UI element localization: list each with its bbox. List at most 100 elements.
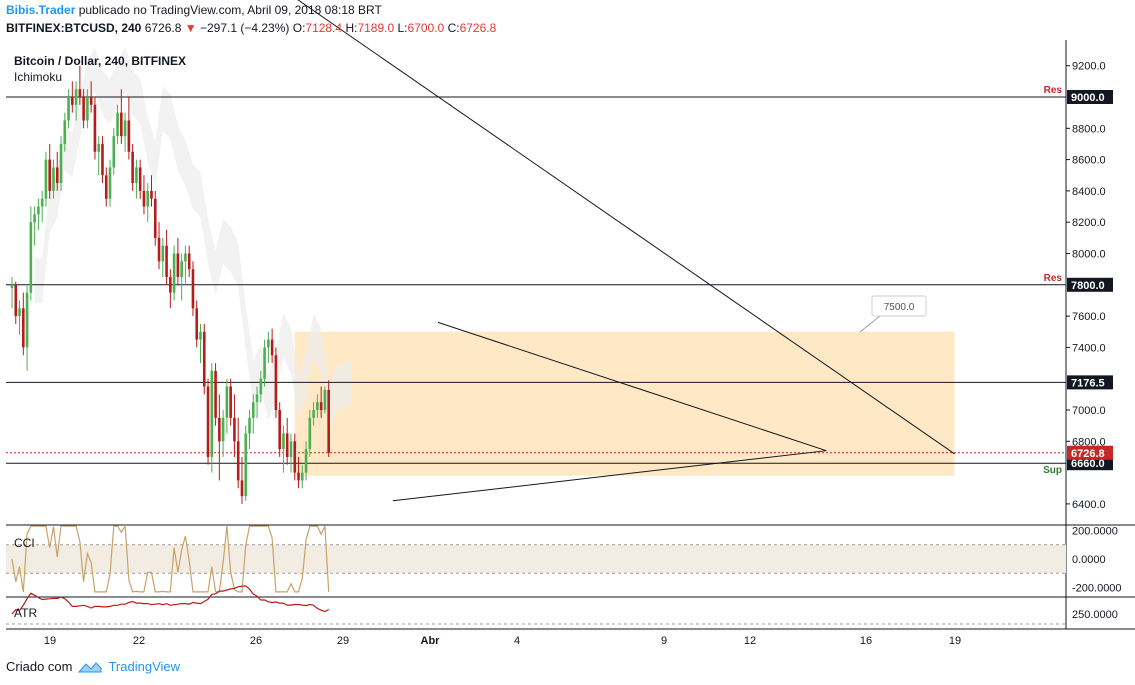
candle[interactable] [101, 136, 104, 184]
candle[interactable] [293, 433, 297, 481]
candle[interactable] [263, 339, 266, 387]
candle[interactable] [240, 456, 244, 504]
tradingview-brand[interactable]: TradingView [108, 659, 181, 674]
trendline[interactable] [437, 321, 827, 452]
level-price-text: 7800.0 [1071, 280, 1105, 292]
symbol-name[interactable]: BITFINEX:BTCUSD, 240 [6, 21, 142, 35]
candle[interactable] [255, 386, 259, 418]
author-link[interactable]: Bibis.Trader [6, 3, 76, 17]
candle[interactable] [316, 394, 319, 418]
candle[interactable] [33, 206, 36, 246]
candle[interactable] [319, 386, 323, 418]
candle[interactable] [191, 261, 195, 317]
consolidation-zone[interactable] [294, 331, 955, 476]
candle[interactable] [259, 370, 263, 403]
candle[interactable] [244, 425, 248, 501]
candle[interactable] [289, 433, 293, 473]
candle[interactable] [195, 300, 199, 348]
candle[interactable] [202, 323, 206, 395]
atr-label[interactable]: ATR [14, 606, 38, 620]
candle[interactable] [138, 159, 142, 199]
candle[interactable] [135, 159, 138, 199]
candle[interactable] [282, 425, 285, 473]
candle[interactable] [187, 245, 191, 277]
candle[interactable] [214, 363, 217, 426]
candle[interactable] [297, 456, 300, 489]
candle[interactable] [44, 151, 48, 207]
candle[interactable] [218, 394, 221, 481]
candle[interactable] [184, 245, 187, 285]
candle[interactable] [274, 347, 278, 418]
trendline[interactable] [392, 450, 827, 502]
candle[interactable] [71, 81, 74, 113]
candle[interactable] [37, 198, 40, 231]
candle[interactable] [78, 65, 82, 105]
candle[interactable] [146, 183, 150, 223]
candle[interactable] [52, 159, 55, 199]
candle[interactable] [169, 269, 172, 309]
candle[interactable] [157, 222, 161, 270]
tradingview-logo-icon[interactable] [78, 661, 102, 673]
candle[interactable] [123, 112, 127, 152]
candle[interactable] [165, 230, 168, 285]
candle[interactable] [153, 190, 157, 246]
trendline[interactable] [283, 0, 955, 455]
candle[interactable] [48, 143, 51, 199]
candle[interactable] [180, 253, 183, 301]
level-price-text: 9000.0 [1071, 92, 1105, 104]
candle[interactable] [74, 81, 78, 121]
candle[interactable] [10, 276, 14, 309]
candle[interactable] [248, 410, 251, 450]
candle[interactable] [233, 394, 236, 457]
candle[interactable] [199, 323, 202, 364]
candle[interactable] [150, 175, 153, 207]
candle[interactable] [176, 237, 180, 285]
candle[interactable] [108, 159, 112, 207]
candle[interactable] [127, 97, 131, 160]
candle[interactable] [25, 284, 29, 371]
candle[interactable] [327, 380, 330, 457]
candle[interactable] [86, 89, 89, 129]
candle[interactable] [120, 89, 123, 144]
price-callout[interactable]: 7500.0 [859, 295, 927, 333]
candle[interactable] [312, 402, 315, 426]
candle[interactable] [82, 89, 85, 129]
candle[interactable] [225, 378, 229, 434]
candle[interactable] [93, 97, 97, 160]
candle[interactable] [304, 441, 308, 481]
candle[interactable] [97, 136, 101, 176]
ichimoku-label[interactable]: Ichimoku [14, 70, 63, 84]
candle[interactable] [161, 237, 165, 277]
candle[interactable] [236, 417, 240, 489]
candle[interactable] [270, 328, 274, 364]
candle[interactable] [278, 402, 281, 457]
candle[interactable] [172, 245, 176, 301]
candle[interactable] [67, 89, 70, 129]
candle[interactable] [142, 175, 146, 215]
candle[interactable] [300, 464, 304, 489]
candle[interactable] [29, 206, 33, 301]
candle[interactable] [40, 190, 44, 223]
candle[interactable] [116, 104, 119, 144]
candle[interactable] [55, 151, 59, 191]
candle[interactable] [18, 300, 21, 335]
candle[interactable] [131, 143, 134, 191]
candle[interactable] [112, 128, 116, 176]
candle[interactable] [59, 136, 63, 191]
candle[interactable] [267, 331, 270, 364]
cci-label[interactable]: CCI [14, 536, 35, 550]
candle[interactable] [104, 167, 108, 207]
candle[interactable] [89, 81, 93, 113]
candle[interactable] [308, 410, 312, 457]
candle[interactable] [22, 292, 25, 356]
candle[interactable] [63, 112, 67, 152]
candle[interactable] [251, 394, 255, 434]
candle[interactable] [229, 378, 232, 426]
candle[interactable] [14, 281, 18, 324]
candle[interactable] [221, 410, 225, 457]
candle[interactable] [206, 378, 210, 465]
candle[interactable] [285, 417, 289, 465]
candle[interactable] [323, 386, 327, 414]
candle[interactable] [210, 363, 214, 473]
